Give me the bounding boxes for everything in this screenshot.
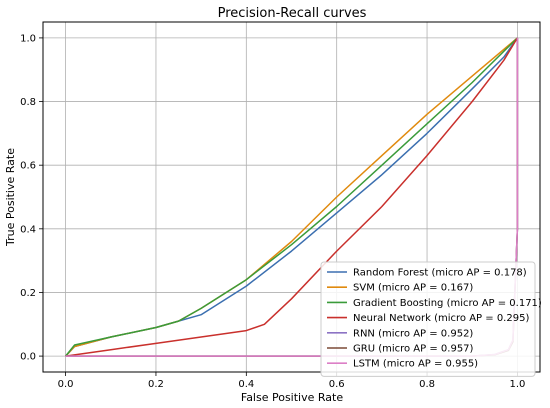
legend-label-0: Random Forest (micro AP = 0.178) xyxy=(353,268,527,279)
legend-label-4: RNN (micro AP = 0.952) xyxy=(353,328,473,339)
legend-box xyxy=(320,261,536,377)
y-axis-label: True Positive Rate xyxy=(4,148,17,247)
legend-label-1: SVM (micro AP = 0.167) xyxy=(353,283,473,294)
legend: Random Forest (micro AP = 0.178) SVM (mic… xyxy=(320,261,542,377)
series-line-2 xyxy=(65,37,518,357)
x-tick-label: 0.4 xyxy=(238,379,254,390)
x-tick-label: 1.0 xyxy=(509,379,525,390)
y-tick-label: 0.2 xyxy=(20,288,36,299)
y-tick-label: 0.6 xyxy=(20,161,36,172)
legend-label-6: LSTM (micro AP = 0.955) xyxy=(353,359,478,370)
x-tick-label: 0.6 xyxy=(329,379,345,390)
x-tick-label: 0.2 xyxy=(148,379,164,390)
y-tick-label: 0.0 xyxy=(20,352,36,363)
y-axis-ticks: 0.0 0.2 0.4 0.6 0.8 1.0 xyxy=(20,33,43,363)
series-line-3 xyxy=(65,37,519,357)
chart-title: Precision-Recall curves xyxy=(218,6,367,21)
legend-label-2: Gradient Boosting (micro AP = 0.171) xyxy=(353,298,542,309)
x-tick-label: 0.8 xyxy=(419,379,435,390)
x-axis-label: False Positive Rate xyxy=(241,391,343,404)
y-tick-label: 0.4 xyxy=(20,224,36,235)
legend-label-3: Neural Network (micro AP = 0.295) xyxy=(353,313,529,324)
y-tick-label: 1.0 xyxy=(20,33,36,44)
y-tick-label: 0.8 xyxy=(20,97,36,108)
plot-frame xyxy=(42,21,541,373)
x-tick-label: 0.0 xyxy=(58,379,74,390)
legend-label-5: GRU (micro AP = 0.957) xyxy=(353,344,474,355)
